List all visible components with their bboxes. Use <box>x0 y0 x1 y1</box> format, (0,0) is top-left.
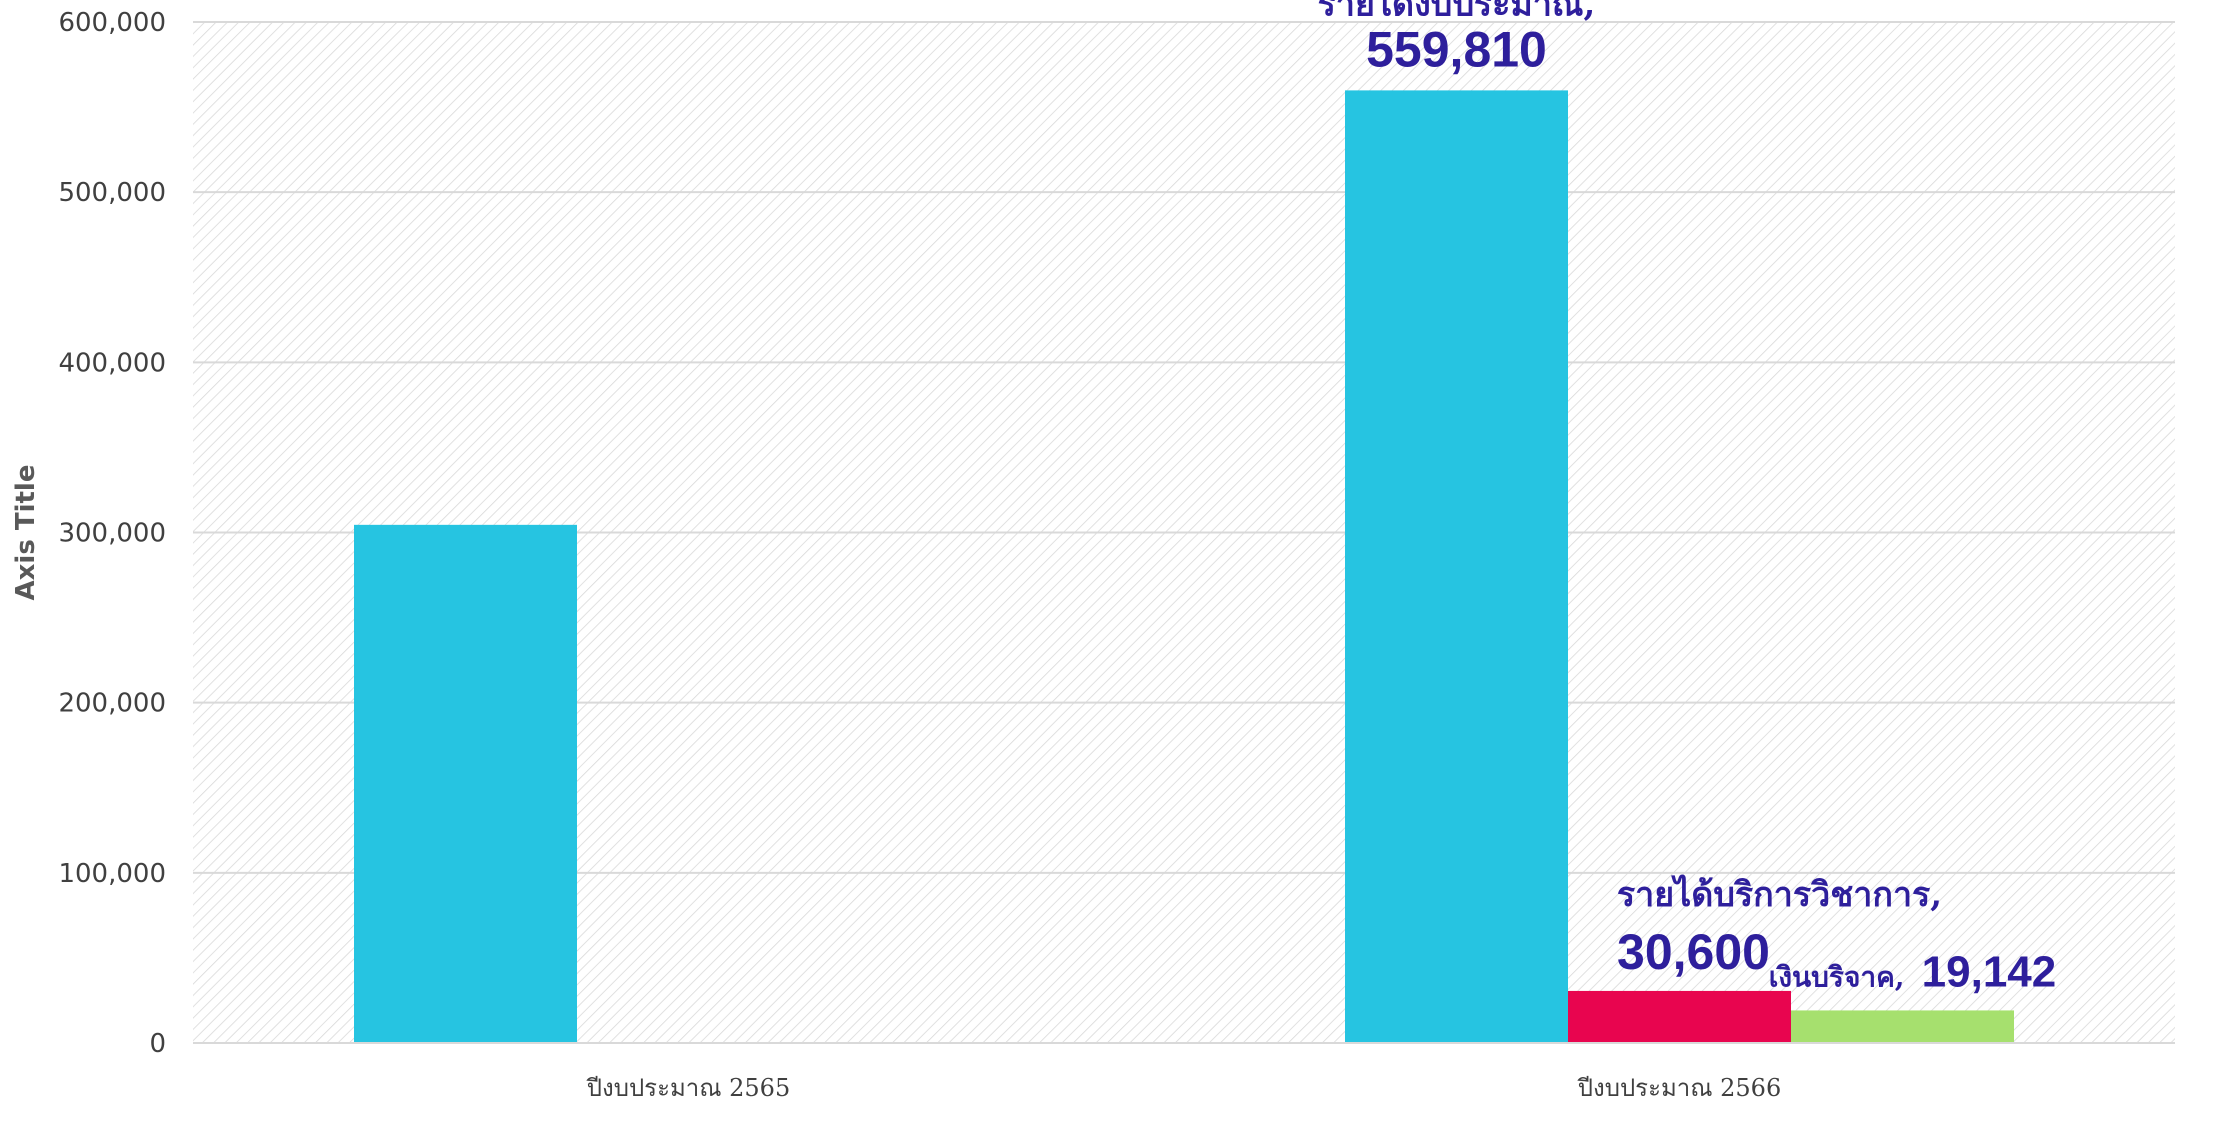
data-label-budget-name: รายได้งบประมาณ, <box>1318 0 1596 24</box>
data-label-donation-value: 19,142 <box>1922 947 2057 996</box>
bar <box>1568 990 1791 1043</box>
x-axis-category-labels: ปีงบประมาณ 2565 ปีงบประมาณ 2566 <box>586 1074 1782 1102</box>
x-category-label: ปีงบประมาณ 2565 <box>586 1074 791 1102</box>
x-category-label: ปีงบประมาณ 2566 <box>1577 1074 1782 1102</box>
bar <box>1345 90 1568 1043</box>
data-label-service-name: รายได้บริการวิชาการ, <box>1617 874 1942 915</box>
y-tick-label: 600,000 <box>58 8 166 38</box>
y-tick-label: 400,000 <box>58 348 166 378</box>
y-axis-title: Axis Title <box>11 465 41 601</box>
y-axis-tick-labels: 0 100,000 200,000 300,000 400,000 500,000 600,… <box>58 8 166 1059</box>
y-tick-label: 200,000 <box>58 689 166 719</box>
y-tick-label: 500,000 <box>58 178 166 208</box>
data-label-service-value: 30,600 <box>1617 924 1770 980</box>
data-label-budget-value: 559,810 <box>1366 21 1547 77</box>
bars <box>354 90 2014 1043</box>
bar <box>1791 1010 2014 1043</box>
data-label-donation: เงินบริจาค, 19,142 <box>1769 947 2056 996</box>
y-tick-label: 300,000 <box>58 519 166 549</box>
y-tick-label: 100,000 <box>58 859 166 889</box>
data-label-donation-name: เงินบริจาค, <box>1769 960 1905 993</box>
bar <box>354 524 577 1043</box>
y-tick-label: 0 <box>149 1029 166 1059</box>
